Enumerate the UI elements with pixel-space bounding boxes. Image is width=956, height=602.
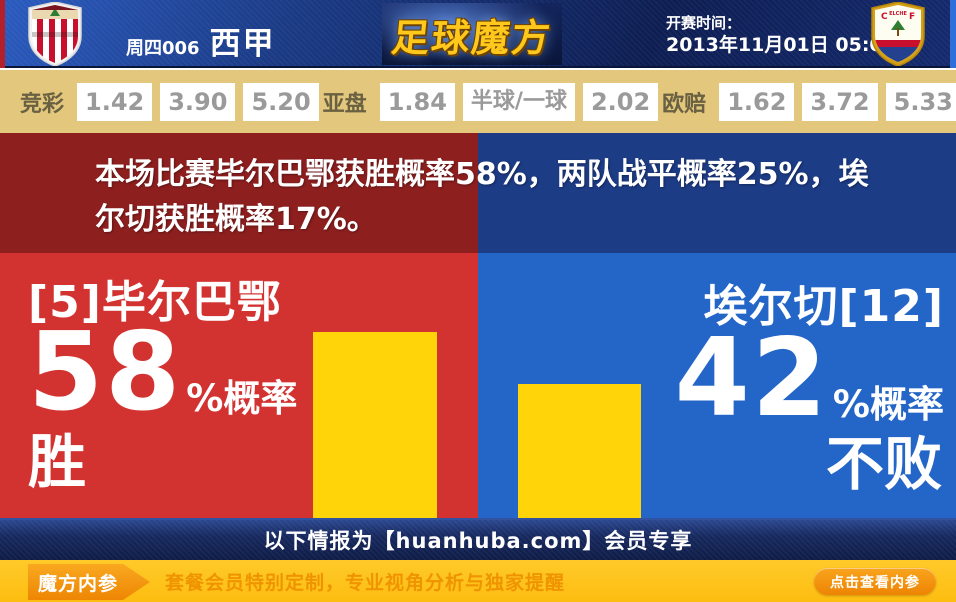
site-logo-text: 足球魔方 <box>389 15 554 60</box>
home-outcome-label: 胜 <box>28 428 87 496</box>
away-team-name: 埃尔切[12] <box>703 281 944 332</box>
odds-bar: 竞彩 1.42 3.90 5.20 亚盘 1.84 半球/一球 2.02 欧赔 … <box>0 70 956 133</box>
away-outcome-label: 不败 <box>825 430 942 498</box>
footer-badge-pennant: 魔方内参 <box>28 564 150 600</box>
odds-value-away-win: 5.20 <box>243 82 319 121</box>
odds-label-jingcai: 竞彩 <box>20 91 65 117</box>
odds-label-asian-handicap: 亚盘 <box>322 91 367 117</box>
handicap-line: 半球/一球 <box>462 82 575 121</box>
home-probability-bar <box>313 332 437 518</box>
odds-group-jingcai: 竞彩 1.42 3.90 5.20 <box>20 82 323 121</box>
match-info: 周四006 西甲 <box>126 0 276 68</box>
vip-strip-text: 以下情报为【huanhuba.com】会员专享 <box>263 529 693 553</box>
handicap-home-odds: 1.84 <box>379 82 455 121</box>
away-probability-number: 42 <box>674 316 829 441</box>
probability-summary-text: 本场比赛毕尔巴鄂获胜概率58%，两队战平概率25%，埃 尔切获胜概率17%。 <box>95 152 925 242</box>
kickoff-label: 开赛时间： <box>666 14 742 32</box>
away-team-panel: 埃尔切[12] 42 %概率 不败 <box>478 253 956 518</box>
header: 周四006 西甲 足球魔方 开赛时间： 2013年11月01日 05:00 C <box>0 0 956 68</box>
view-insider-report-button[interactable]: 点击查看内参 <box>814 568 936 595</box>
summary-band: 本场比赛毕尔巴鄂获胜概率58%，两队战平概率25%，埃 尔切获胜概率17%。 <box>0 133 956 253</box>
footer-bar: 魔方内参 套餐会员特别定制，专业视角分析与独家提醒 点击查看内参 <box>0 560 956 602</box>
svg-text:C: C <box>881 12 888 22</box>
odds-label-european: 欧赔 <box>662 91 707 117</box>
away-probability-suffix: %概率 <box>832 383 944 426</box>
footer-badge-label: 魔方内参 <box>38 572 119 595</box>
kickoff-time-block: 开赛时间： 2013年11月01日 05:00 <box>666 13 896 57</box>
euro-odds-draw: 3.72 <box>802 82 878 121</box>
probability-panels: [5]毕尔巴鄂 58 %概率 胜 埃尔切[12] 42 %概率 不败 <box>0 253 956 518</box>
match-code: 周四006 <box>126 38 200 59</box>
svg-text:ELCHE: ELCHE <box>889 11 907 17</box>
home-team-name: [5]毕尔巴鄂 <box>28 277 282 328</box>
summary-line-1: 本场比赛毕尔巴鄂获胜概率58%，两队战平概率25%，埃 <box>95 157 869 192</box>
summary-band-blue-half <box>478 133 956 253</box>
home-probability-suffix: %概率 <box>186 377 298 420</box>
svg-text:F: F <box>909 12 915 22</box>
odds-value-home-win: 1.42 <box>77 82 153 121</box>
odds-group-asian-handicap: 亚盘 1.84 半球/一球 2.02 <box>322 82 663 121</box>
summary-band-red-half <box>0 133 478 253</box>
vip-strip: 以下情报为【huanhuba.com】会员专享 <box>0 518 956 560</box>
kickoff-time: 2013年11月01日 05:00 <box>666 34 896 56</box>
away-probability: 42 %概率 <box>675 325 944 433</box>
home-probability: 58 %概率 <box>28 319 297 427</box>
home-probability-number: 58 <box>28 310 183 435</box>
site-logo: 足球魔方 <box>382 3 562 65</box>
odds-value-draw: 3.90 <box>160 82 236 121</box>
euro-odds-home-win: 1.62 <box>719 82 795 121</box>
euro-odds-away-win: 5.33 <box>885 82 956 121</box>
away-probability-bar <box>518 384 641 518</box>
footer-slogan: 套餐会员特别定制，专业视角分析与独家提醒 <box>165 571 566 594</box>
elche-cf-crest-icon: C F ELCHE <box>868 1 928 70</box>
right-blue-edge-stripe <box>950 0 956 68</box>
league-name: 西甲 <box>209 26 276 62</box>
athletic-club-crest-icon <box>24 1 86 70</box>
odds-group-european: 欧赔 1.62 3.72 5.33 <box>662 82 956 121</box>
left-red-edge-stripe <box>0 0 5 68</box>
handicap-away-odds: 2.02 <box>582 82 659 121</box>
home-team-panel: [5]毕尔巴鄂 58 %概率 胜 <box>0 253 478 518</box>
summary-line-2: 尔切获胜概率17%。 <box>95 202 377 237</box>
